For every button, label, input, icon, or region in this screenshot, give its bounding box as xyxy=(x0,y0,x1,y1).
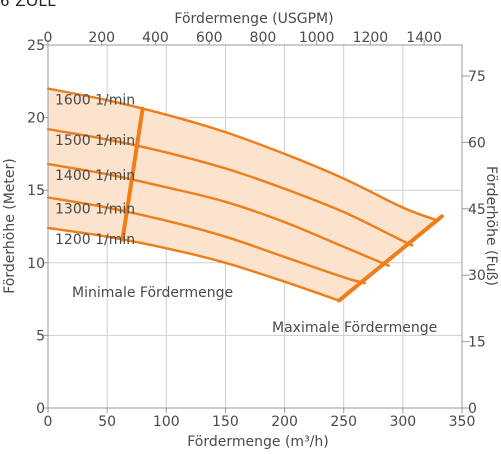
x2-tick-label: 0 xyxy=(44,30,53,46)
y2-axis-label: Förderhöhe (Fuß) xyxy=(483,166,499,286)
y2-tick-label: 60 xyxy=(468,135,486,151)
series-line xyxy=(46,162,390,267)
y-tick-label: 10 xyxy=(27,256,45,272)
x2-tick-label: 200 xyxy=(88,30,115,46)
max-flow-line xyxy=(336,214,444,303)
series-label: 1400 1/min xyxy=(55,168,135,184)
y-tick-label: 15 xyxy=(27,183,45,199)
x-tick-label: 200 xyxy=(271,414,298,430)
y-tick-label: 5 xyxy=(36,328,45,344)
series-label: 1600 1/min xyxy=(55,93,135,109)
series-line xyxy=(46,87,440,222)
y2-tick-label: 45 xyxy=(468,202,486,218)
y2-tick-label: 30 xyxy=(468,268,486,284)
x2-tick-label: 800 xyxy=(250,30,277,46)
series-label: 1300 1/min xyxy=(55,201,135,217)
plot-border xyxy=(47,44,463,409)
x2-tick-label: 1000 xyxy=(299,30,335,46)
y-tick-label: 20 xyxy=(27,111,45,127)
x2-tick-label: 1400 xyxy=(406,30,442,46)
x-tick-label: 150 xyxy=(212,414,239,430)
operating-range-area xyxy=(48,88,439,301)
page-heading: 6 ZOLL xyxy=(0,0,57,10)
y2-tick-label: 15 xyxy=(468,335,486,351)
x-tick-label: 350 xyxy=(449,414,476,430)
x2-tick-label: 1200 xyxy=(353,30,389,46)
y2-tick-label: 0 xyxy=(468,401,477,417)
y-tick-label: 0 xyxy=(36,401,45,417)
x-tick-label: 50 xyxy=(98,414,116,430)
x-tick-label: 100 xyxy=(153,414,180,430)
series-line xyxy=(46,196,367,285)
x2-axis-label: Fördermenge (USGPM) xyxy=(174,11,333,27)
x-tick-label: 0 xyxy=(44,414,53,430)
annotation-min-flow: Minimale Fördermenge xyxy=(72,285,233,301)
plot-frame xyxy=(43,40,470,413)
operating-range-fill xyxy=(48,88,439,301)
y2-tick-label: 75 xyxy=(468,69,486,85)
y-axis-label: Förderhöhe (Meter) xyxy=(2,158,18,294)
series-curves xyxy=(46,87,444,303)
min-flow-line xyxy=(120,106,145,242)
series-label: 1500 1/min xyxy=(55,133,135,149)
series-label: 1200 1/min xyxy=(55,232,135,248)
y-tick-label: 25 xyxy=(27,38,45,54)
x2-tick-label: 600 xyxy=(196,30,223,46)
series-labels: 1600 1/min 1500 1/min 1400 1/min 1300 1/min… xyxy=(55,93,135,248)
series-line xyxy=(46,226,341,302)
annotation-max-flow: Maximale Fördermenge xyxy=(272,320,437,336)
x-tick-label: 250 xyxy=(330,414,357,430)
series-line xyxy=(46,127,414,247)
x-tick-label: 300 xyxy=(389,414,416,430)
x2-tick-label: 400 xyxy=(142,30,169,46)
x-axis-label: Fördermenge (m³/h) xyxy=(187,434,328,450)
